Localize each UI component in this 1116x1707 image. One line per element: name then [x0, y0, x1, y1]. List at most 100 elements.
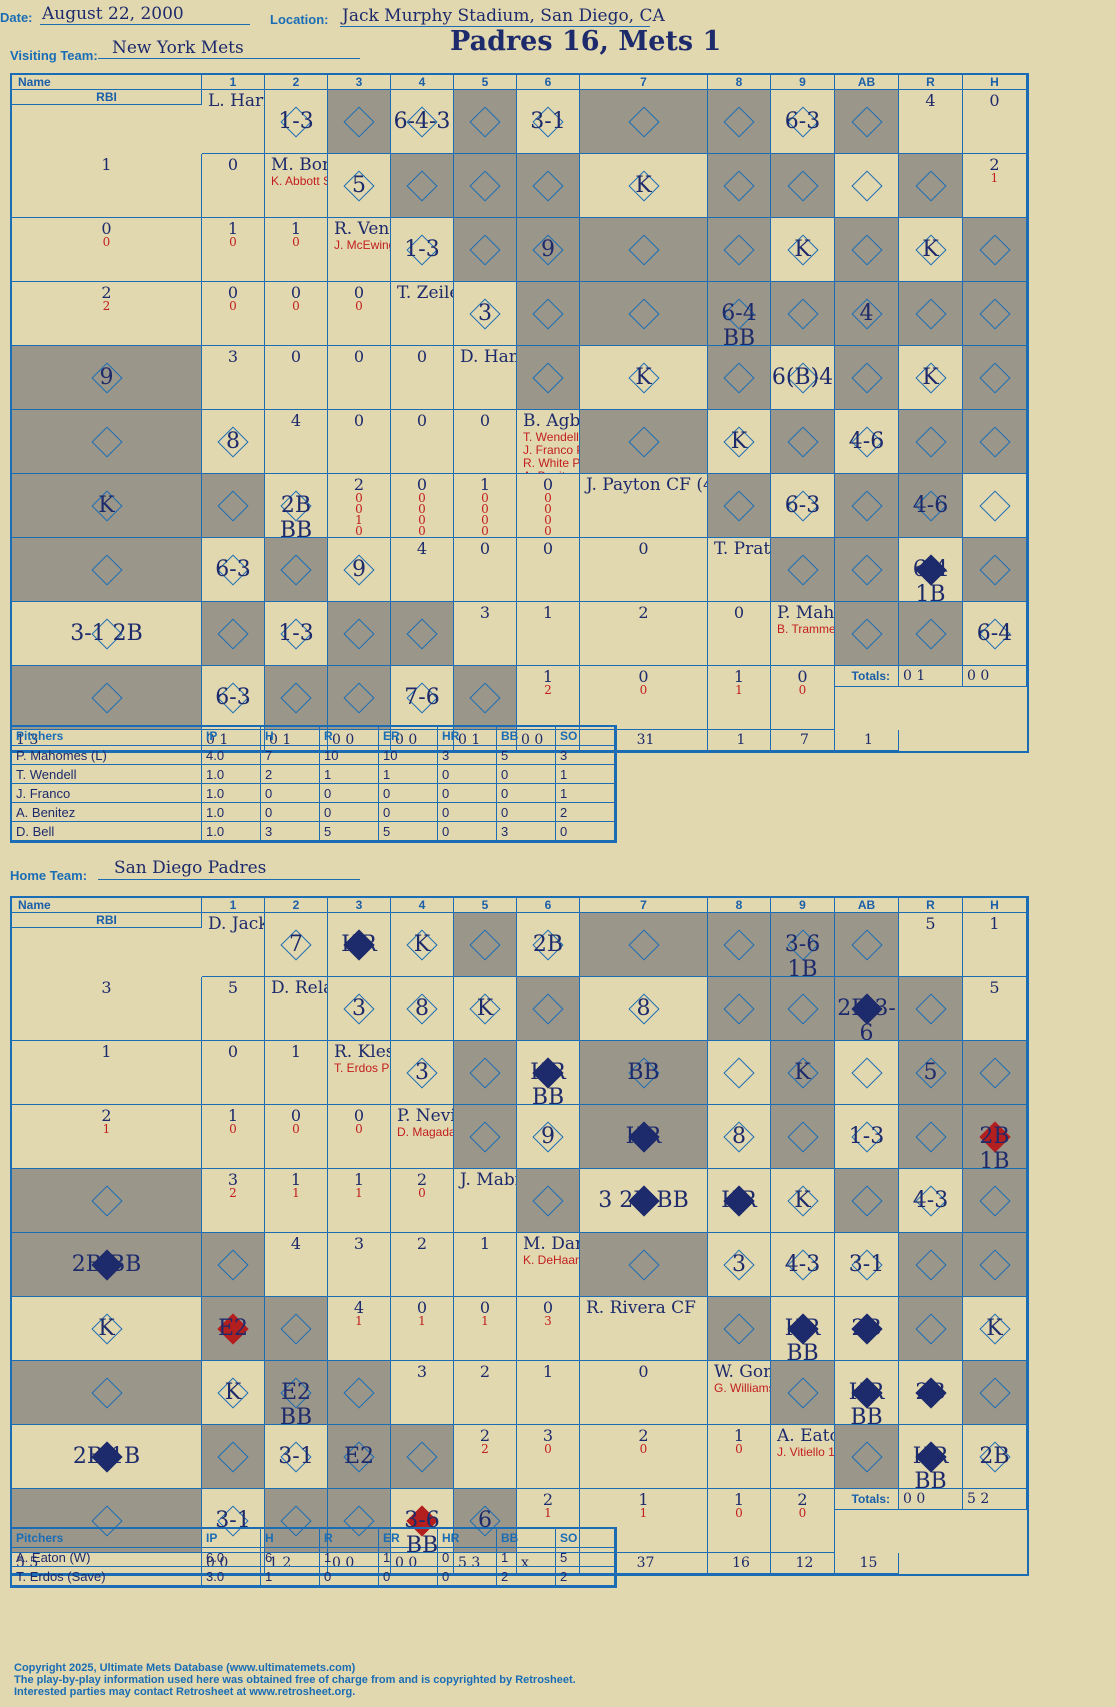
stat-value: 0: [416, 347, 428, 366]
play-result: 6-3: [215, 556, 251, 582]
inning-cell: [391, 1425, 454, 1489]
inning-cell: [12, 1169, 202, 1233]
substitute-stat: 0: [481, 502, 489, 516]
pitcher-stat: 0: [556, 822, 615, 841]
inning-header-5: 5: [454, 75, 517, 90]
play-result: 1-3: [278, 620, 314, 646]
pitcher-name: J. Franco: [12, 784, 202, 803]
player-name: B. Agbayani LF (50): [523, 411, 580, 431]
play-result: 4-6: [912, 492, 949, 518]
play-result: 3-1 2B: [70, 620, 143, 646]
inning-cell: [517, 346, 580, 410]
inning-cell: 3: [708, 1233, 771, 1297]
totals-label: Totals:: [835, 1489, 899, 1510]
pitcher-header: HR: [438, 1529, 497, 1548]
pitcher-stat: 3.0: [202, 1567, 261, 1586]
stat-ab: 4: [899, 90, 963, 154]
player-name-cell: D. Jackson 2B: [202, 913, 265, 977]
stat-value: 1: [638, 1490, 649, 1509]
base-diamond: [532, 361, 564, 394]
substitute-stat: 1: [355, 1314, 363, 1328]
substitute-stat: 1: [481, 1314, 489, 1328]
inning-cell: 3: [328, 977, 391, 1041]
substitute-stat: 0: [355, 491, 363, 505]
inning-header-3: 3: [328, 75, 391, 90]
play-result: HR: [341, 931, 377, 957]
inning-cell: [580, 282, 708, 346]
inning-cell: [899, 602, 963, 666]
stat-value: 1: [733, 667, 745, 686]
base-diamond: [786, 425, 819, 458]
pitcher-stat: 1: [320, 1548, 379, 1567]
pitcher-stat: 0: [261, 803, 320, 822]
pitcher-header: ER: [379, 1529, 438, 1548]
inning-cell: [708, 346, 771, 410]
pitcher-stat: 1: [556, 784, 615, 803]
substitute-stat: 2: [481, 1442, 489, 1456]
player-name-cell: A. Eaton PJ. Vitiello 1B: [771, 1425, 835, 1489]
inning-cell: [835, 1041, 899, 1105]
base-diamond: [723, 233, 755, 266]
base-diamond: [280, 1312, 312, 1345]
inning-cell: [708, 1041, 771, 1105]
player-name-cell: B. Agbayani LF (50)T. Wendell P (49)J. F…: [517, 410, 580, 474]
substitute-stat: 0: [481, 491, 489, 505]
stat-value: 4: [290, 1234, 302, 1253]
inning-cell: HR: [580, 1105, 708, 1169]
inning-cell: [517, 154, 580, 218]
base-diamond: [850, 617, 883, 650]
inning-cell: [580, 410, 708, 474]
inning-cell: [708, 913, 771, 977]
pitcher-stat: 3: [438, 746, 497, 765]
inning-total: 0 0: [963, 666, 1027, 687]
substitute-stat: 1: [292, 1186, 300, 1200]
player-name: R. Klesko 1B: [334, 1042, 390, 1062]
base-diamond: [723, 928, 755, 961]
substitute-stat: 0: [418, 536, 426, 537]
inning-cell: [963, 1233, 1027, 1297]
inning-cell: [708, 474, 771, 538]
inning-cell: K: [899, 218, 963, 282]
substitute-stat: 1: [544, 1506, 552, 1520]
pitcher-stat: 1.0: [202, 822, 261, 841]
inning-header-8: 8: [708, 75, 771, 90]
player-name: D. Relaford SS: [271, 978, 327, 998]
stat-value: 2: [416, 1234, 428, 1253]
base-diamond: [786, 992, 819, 1025]
inning-cell: K: [202, 1361, 265, 1425]
stat-value: 0: [290, 1106, 302, 1125]
inning-cell: [835, 538, 899, 602]
substitute-stat: 0: [292, 299, 300, 313]
inning-cell: 4-6: [835, 410, 899, 474]
stat-value: 0: [479, 1298, 491, 1317]
pitcher-stat: 1: [379, 765, 438, 784]
play-result: K: [922, 236, 939, 262]
stat-h: 0: [391, 410, 454, 474]
base-diamond: [343, 617, 375, 650]
inning-cell: [899, 977, 963, 1041]
pitcher-stat: 0: [438, 784, 497, 803]
stat-value: 1: [542, 667, 554, 686]
base-diamond: [723, 1056, 755, 1089]
inning-cell: HR BB: [517, 1041, 580, 1105]
play-result: 2B BB: [71, 1251, 142, 1277]
inning-cell: [835, 1425, 899, 1489]
stat-value: 1: [733, 1426, 745, 1445]
pitcher-header: BB: [497, 1529, 556, 1548]
play-result: 3-1: [215, 1507, 251, 1533]
substitute-stat: 0: [292, 235, 300, 249]
substitute-stat: 2: [102, 299, 111, 313]
stat-value: 0: [353, 283, 365, 302]
base-diamond: [723, 105, 755, 138]
stat-r: 3: [328, 1233, 391, 1297]
pitcher-header: ER: [379, 727, 438, 746]
inning-cell: [391, 154, 454, 218]
base-diamond: [627, 105, 660, 138]
inning-cell: [708, 1297, 771, 1361]
base-diamond: [786, 297, 819, 330]
stat-header-ab: AB: [835, 898, 899, 913]
